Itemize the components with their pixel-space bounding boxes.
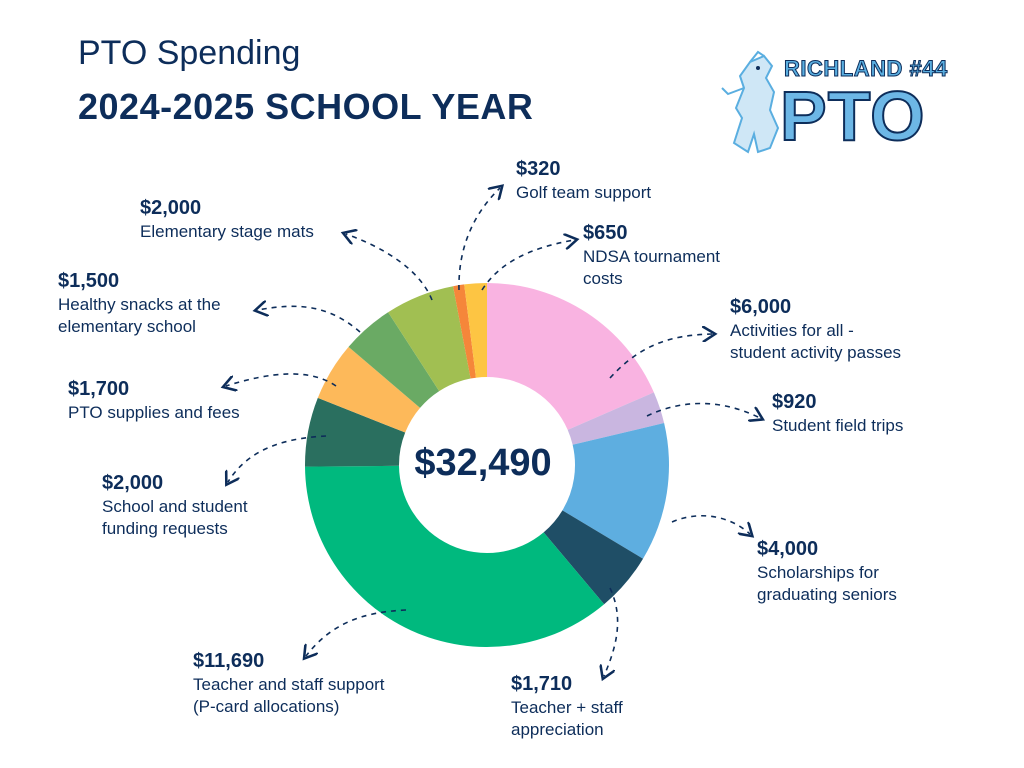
slice-label: $4,000 Scholarships for graduating senior… xyxy=(757,538,897,606)
logo-main-text: PTO xyxy=(779,76,926,156)
slice-description: Teacher + staff appreciation xyxy=(511,698,623,739)
slice-description: NDSA tournament costs xyxy=(583,247,721,288)
slice-description: Golf team support xyxy=(516,183,652,202)
slice-label: $1,500 Healthy snacks at the elementary s… xyxy=(58,270,221,338)
slice-description: PTO supplies and fees xyxy=(68,403,240,422)
slice-label: $1,710 Teacher + staff appreciation xyxy=(511,673,623,741)
leader-line xyxy=(258,306,361,333)
leader-line xyxy=(346,234,433,301)
leader-line xyxy=(609,334,712,379)
slice-description: Activities for all - student activity pa… xyxy=(730,321,902,362)
slice-description: Teacher and staff support (P-card alloca… xyxy=(193,675,385,716)
slice-description: Healthy snacks at the elementary school xyxy=(58,295,221,336)
slice-label: $2,000 School and student funding request… xyxy=(102,472,248,540)
chart-title: PTO Spending xyxy=(78,34,301,72)
donut-slice xyxy=(562,423,669,559)
slice-amount: $2,000 xyxy=(140,197,202,219)
leader-line xyxy=(226,373,337,386)
slice-description: Scholarships for graduating seniors xyxy=(757,563,897,604)
donut-slice xyxy=(388,286,471,392)
slice-amount: $920 xyxy=(772,391,817,413)
slice-description: School and student funding requests xyxy=(102,497,248,538)
donut-slice xyxy=(567,392,665,445)
slice-amount: $11,690 xyxy=(193,650,265,672)
slice-label: $11,690 Teacher and staff support (P-card… xyxy=(193,650,385,718)
slice-label: $650 NDSA tournament costs xyxy=(583,222,720,290)
slice-amount: $1,710 xyxy=(511,673,573,695)
chart-total-label: $32,490 xyxy=(414,442,552,484)
logo-top-text: RICHLAND #44 xyxy=(784,56,948,82)
slice-amount: $650 xyxy=(583,222,628,244)
slice-label: $6,000 Activities for all - student activ… xyxy=(730,296,901,364)
slice-label: $920 Student field trips xyxy=(772,391,903,437)
donut-slice xyxy=(305,397,406,467)
donut-slice xyxy=(543,510,644,605)
richland-pto-logo: RICHLAND #44 PTO xyxy=(714,48,954,158)
slice-amount: $1,500 xyxy=(58,270,120,292)
donut-slice xyxy=(305,465,605,647)
slice-amount: $6,000 xyxy=(730,296,792,318)
leader-line xyxy=(646,402,760,419)
slice-description: Elementary stage mats xyxy=(140,222,314,241)
slice-amount: $320 xyxy=(516,158,561,180)
slice-amount: $4,000 xyxy=(757,538,819,560)
leader-line xyxy=(228,435,327,482)
slice-label: $1,700 PTO supplies and fees xyxy=(68,378,240,424)
donut-slice xyxy=(453,284,476,379)
mustang-mascot-icon xyxy=(721,50,780,154)
slice-label: $2,000 Elementary stage mats xyxy=(140,197,314,243)
leader-line xyxy=(481,240,574,291)
slice-amount: $2,000 xyxy=(102,472,164,494)
donut-slice xyxy=(317,346,421,433)
slice-amount: $1,700 xyxy=(68,378,130,400)
leader-line xyxy=(458,188,500,291)
leader-line xyxy=(306,609,407,656)
donut-slice xyxy=(464,283,487,378)
leader-line xyxy=(671,515,750,534)
chart-subtitle: 2024-2025 SCHOOL YEAR xyxy=(78,86,534,127)
leader-line xyxy=(604,587,619,676)
slice-description: Student field trips xyxy=(772,416,904,435)
donut-slice xyxy=(487,283,654,430)
slice-label: $320 Golf team support xyxy=(516,158,651,204)
donut-slice xyxy=(348,312,440,408)
